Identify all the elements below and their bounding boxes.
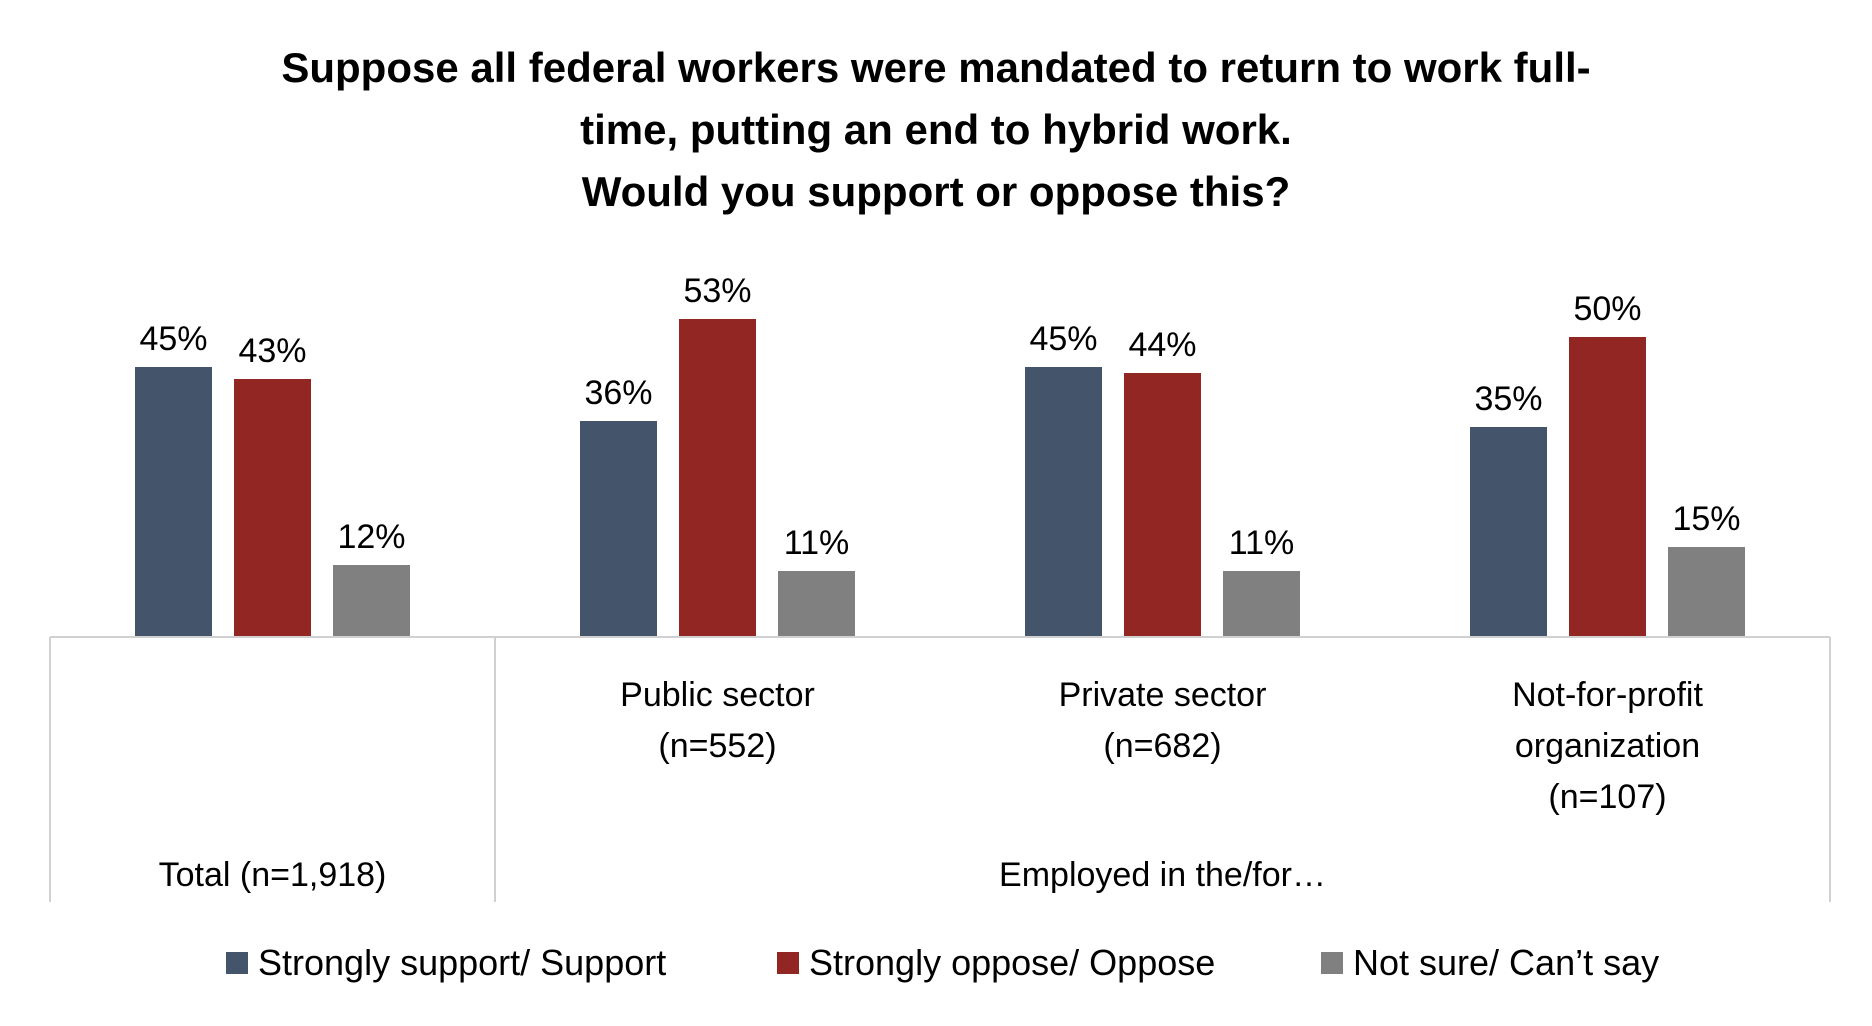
data-label: 36% [584,374,652,412]
data-label: 44% [1128,326,1196,364]
legend-swatch [1321,952,1343,974]
legend-entry: Strongly oppose/ Oppose [809,942,1215,983]
bar [333,565,410,637]
bar [135,367,212,637]
legend: Strongly support/ Support Strongly oppose… [226,942,1659,983]
legend-entry: Strongly support/ Support [258,942,666,983]
data-label: 11% [784,524,850,562]
legend-swatch [226,952,248,974]
category-axis [49,636,1831,902]
legend-swatch [777,952,799,974]
category-labels: Total (n=1,918) Public sector (n=552) Priva… [159,676,1704,894]
category-label: organization [1515,727,1700,765]
data-label: 45% [1029,320,1097,358]
bar [1569,337,1646,637]
category-label: Public sector [620,676,815,714]
bar [1223,571,1300,637]
bar [1470,427,1547,637]
chart-title: Suppose all federal workers were mandate… [281,44,1590,215]
chart-title-line: time, putting an end to hybrid work. [580,106,1292,153]
data-label: 53% [683,272,751,310]
data-label: 50% [1573,290,1641,328]
value-labels: 45% 43% 12% 36% 53% 11% 45% 44% 11% 35% 50% 15% [139,272,1740,562]
data-label: 15% [1672,500,1740,538]
bar [679,319,756,637]
category-label: Total (n=1,918) [159,856,387,894]
data-label: 11% [1229,524,1295,562]
bar [1025,367,1102,637]
group-label: Employed in the/for… [999,856,1326,894]
category-label: Not-for-profit [1512,676,1703,714]
data-label: 45% [139,320,207,358]
data-label: 35% [1474,380,1542,418]
category-label: (n=107) [1548,778,1666,816]
category-label: (n=552) [658,727,776,765]
chart-title-line: Would you support or oppose this? [582,168,1291,215]
legend-entry: Not sure/ Can’t say [1353,942,1659,983]
bars [135,319,1745,637]
category-label: Private sector [1059,676,1267,714]
data-label: 43% [238,332,306,370]
category-label: (n=682) [1103,727,1221,765]
chart-title-line: Suppose all federal workers were mandate… [281,44,1590,91]
bar [778,571,855,637]
bar [1668,547,1745,637]
bar [1124,373,1201,637]
bar [580,421,657,637]
bar [234,379,311,637]
data-label: 12% [337,518,405,556]
